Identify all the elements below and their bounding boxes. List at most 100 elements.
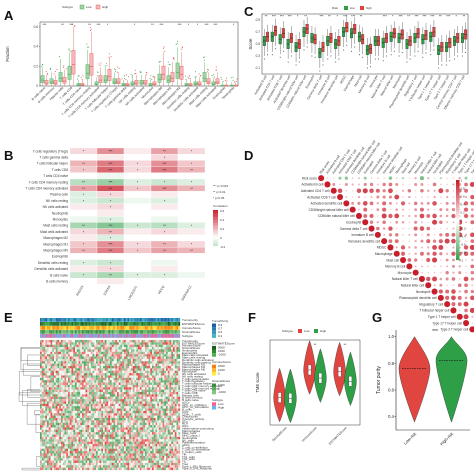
heatmap-cell <box>171 425 174 428</box>
heatmap-cell <box>122 377 125 381</box>
annotation-cell <box>124 318 126 322</box>
heatmap-cell <box>145 429 147 433</box>
heatmap-cell <box>57 377 60 381</box>
heatmap-cell <box>159 392 161 395</box>
heatmap-cell <box>43 384 46 388</box>
outlier-point <box>65 68 67 70</box>
heatmap-cell <box>85 399 88 402</box>
annotation-cell <box>134 318 137 322</box>
cell-significance: * <box>110 236 112 240</box>
correlation-circle <box>470 208 474 212</box>
heatmap-cell <box>150 209 179 217</box>
heatmap-cell <box>83 389 86 393</box>
heatmap-cell <box>143 342 146 345</box>
heatmap-cell <box>118 420 121 423</box>
heatmap-cell <box>132 389 135 393</box>
annotation-label: Tumorpurity <box>182 318 198 322</box>
heatmap-cell <box>138 351 140 355</box>
annotation-cell <box>146 322 149 326</box>
heatmap-cell <box>162 380 165 383</box>
heatmap-cell <box>92 375 95 378</box>
heatmap-cell <box>134 422 137 426</box>
heatmap-cell <box>162 434 165 438</box>
heatmap-cell <box>131 396 133 400</box>
correlation-circle <box>414 208 418 212</box>
panel-letter-d: D <box>244 148 253 163</box>
heatmap-cell <box>110 370 112 374</box>
heatmap-cell <box>94 363 97 367</box>
heatmap-cell <box>141 377 144 381</box>
heatmap-cell <box>167 349 170 352</box>
heatmap-cell <box>76 387 79 390</box>
heatmap-cell <box>145 418 147 421</box>
annotation-cell <box>143 322 146 326</box>
heatmap-cell <box>120 425 123 428</box>
heatmap-cell <box>43 351 46 355</box>
heatmap-cell <box>150 382 153 386</box>
heatmap-cell <box>150 432 153 435</box>
heatmap-cell <box>64 368 67 371</box>
heatmap-cell <box>71 361 74 364</box>
heatmap-cell <box>108 394 111 397</box>
significance-label: *** <box>351 15 356 19</box>
heatmap-cell <box>45 427 48 430</box>
heatmap-cell <box>71 389 74 393</box>
heatmap-cell <box>176 363 179 367</box>
annotation-cell <box>125 318 128 322</box>
heatmap-cell <box>150 349 153 352</box>
heatmap-cell <box>104 375 107 378</box>
correlation-circle <box>426 233 430 237</box>
heatmap-cell <box>152 382 154 386</box>
heatmap-cell <box>166 432 168 435</box>
heatmap-cell <box>80 373 83 376</box>
heatmap-cell <box>52 392 55 395</box>
heatmap-cell <box>83 382 86 386</box>
heatmap-cell <box>87 370 90 374</box>
heatmap-cell <box>141 340 144 343</box>
heatmap-cell <box>69 413 72 416</box>
heatmap-cell <box>178 413 181 416</box>
heatmap-cell <box>155 406 158 409</box>
heatmap-cell <box>85 387 88 390</box>
annotation-cell <box>73 330 76 334</box>
heatmap-cell <box>167 356 170 360</box>
heatmap-cell <box>108 401 111 404</box>
heatmap-cell <box>99 413 102 416</box>
row-label: Risk score <box>302 176 317 180</box>
heatmap-cell <box>59 351 62 355</box>
heatmap-cell <box>143 366 146 369</box>
annotation-cell <box>87 330 90 334</box>
heatmap-cell <box>80 340 83 343</box>
heatmap-cell <box>157 399 160 402</box>
heatmap-cell <box>62 368 65 371</box>
heatmap-cell <box>153 361 156 364</box>
annotation-cell <box>40 330 42 334</box>
heatmap-cell <box>166 401 168 404</box>
annotation-cell <box>129 322 132 326</box>
annotation-cell <box>146 330 149 334</box>
heatmap-cell <box>136 401 139 404</box>
heatmap-cell <box>71 425 74 428</box>
outlier-point <box>274 48 276 50</box>
heatmap-cell <box>61 436 63 440</box>
annotation-cell <box>153 334 156 338</box>
heatmap-cell <box>75 340 77 343</box>
heatmap-cell <box>68 377 70 381</box>
heatmap-cell <box>48 425 51 428</box>
heatmap-cell <box>174 375 177 378</box>
heatmap-cell <box>159 384 161 388</box>
heatmap-cell <box>152 358 154 362</box>
heatmap-cell <box>115 347 118 350</box>
heatmap-cell <box>45 392 48 395</box>
heatmap-cell <box>167 347 170 350</box>
outlier-point <box>211 74 213 76</box>
heatmap-cell <box>127 408 130 412</box>
heatmap-cell <box>171 401 174 404</box>
heatmap-cell <box>55 380 58 383</box>
heatmap-cell <box>145 427 147 430</box>
heatmap-cell <box>40 436 42 440</box>
heatmap-cell <box>143 384 146 388</box>
heatmap-cell <box>75 401 77 404</box>
outlier-point <box>131 75 133 77</box>
heatmap-cell <box>145 420 147 423</box>
